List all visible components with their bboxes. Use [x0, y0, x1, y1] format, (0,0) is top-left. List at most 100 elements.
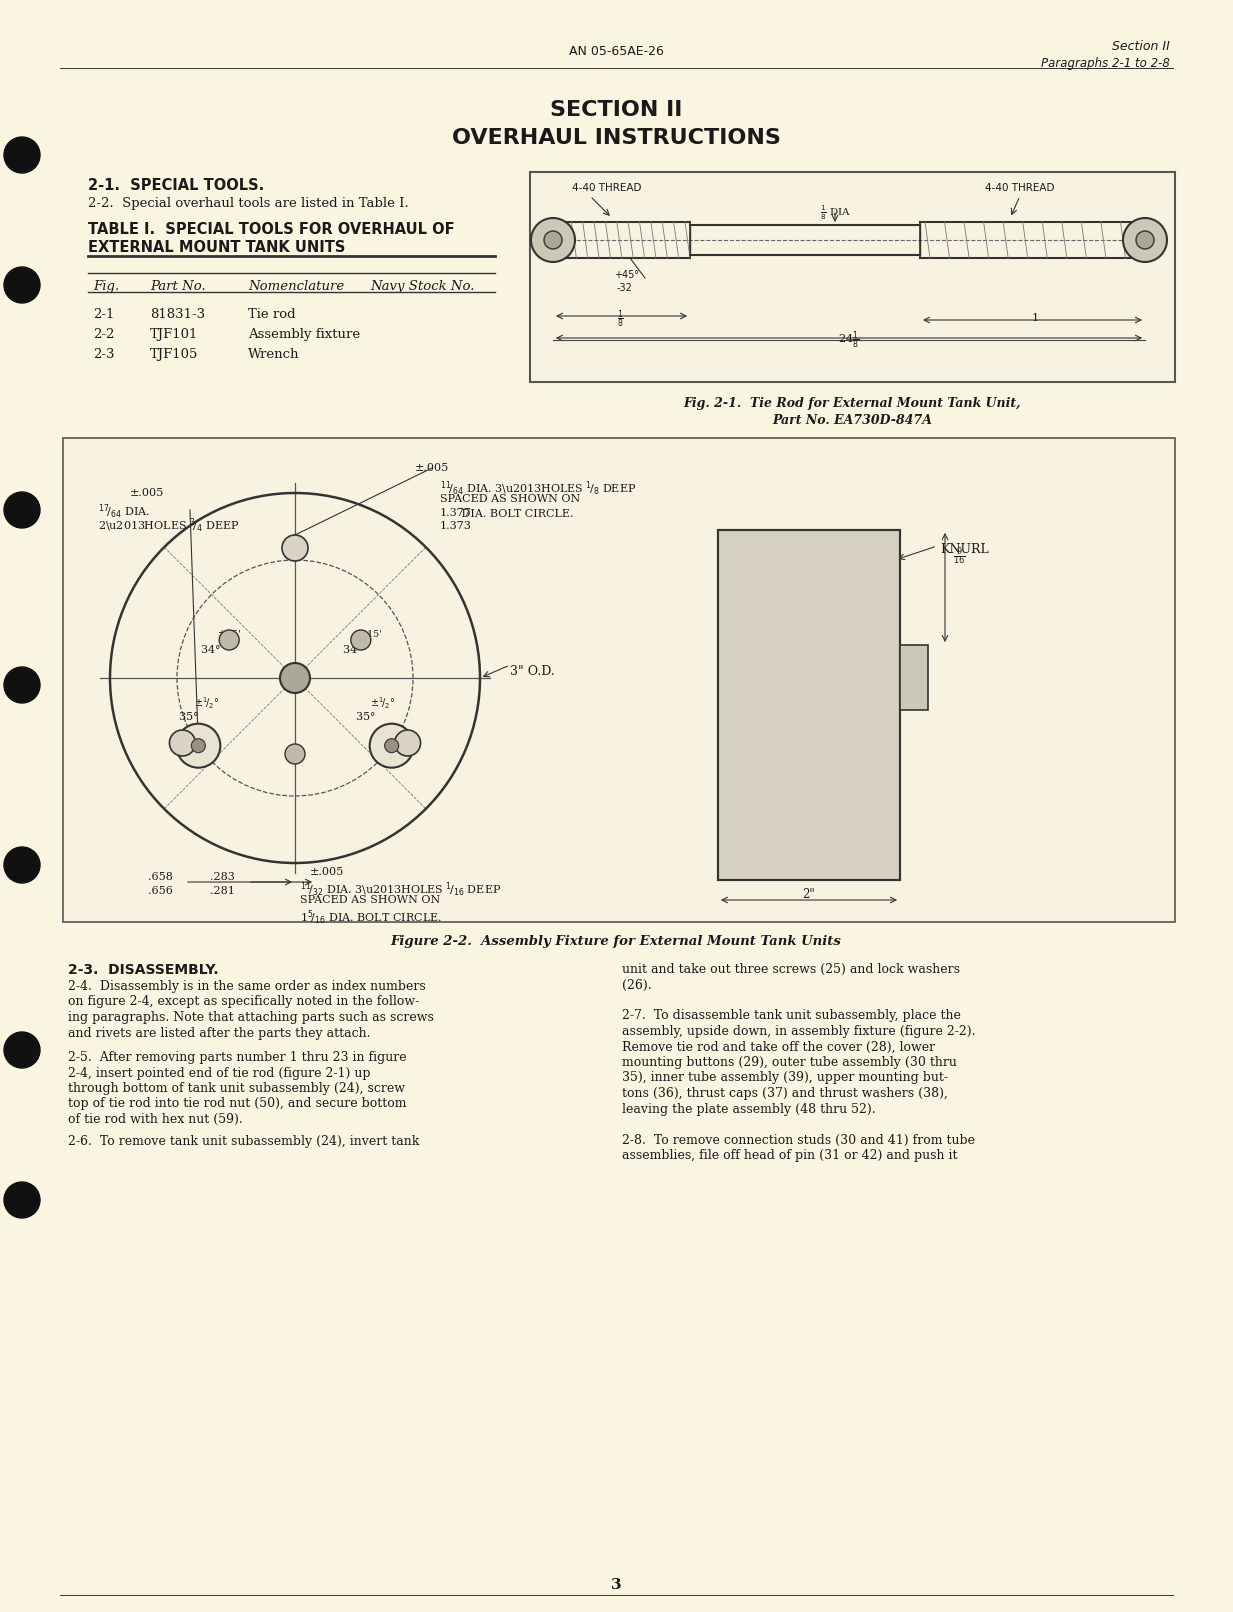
Circle shape [395, 730, 420, 756]
Text: top of tie rod into tie rod nut (50), and secure bottom: top of tie rod into tie rod nut (50), an… [68, 1098, 407, 1111]
Text: ±.005: ±.005 [309, 867, 344, 877]
Text: $^{11}\!/_{32}$ DIA. 3\u2013HOLES $^1\!/_{16}$ DEEP: $^{11}\!/_{32}$ DIA. 3\u2013HOLES $^1\!/… [300, 882, 502, 899]
Text: leaving the plate assembly (48 thru 52).: leaving the plate assembly (48 thru 52). [621, 1103, 875, 1116]
Text: 2-2.  Special overhaul tools are listed in Table I.: 2-2. Special overhaul tools are listed i… [88, 197, 409, 210]
Text: assembly, upside down, in assembly fixture (figure 2-2).: assembly, upside down, in assembly fixtu… [621, 1025, 975, 1038]
Text: mounting buttons (29), outer tube assembly (30 thru: mounting buttons (29), outer tube assemb… [621, 1056, 957, 1069]
Text: $\pm$$^1\!/_2°$: $\pm$$^1\!/_2°$ [370, 695, 396, 711]
Bar [530, 172, 1175, 382]
Circle shape [4, 268, 39, 303]
Text: SPACED AS SHOWN ON: SPACED AS SHOWN ON [440, 493, 581, 505]
Text: and rivets are listed after the parts they attach.: and rivets are listed after the parts th… [68, 1027, 370, 1040]
Text: (26).: (26). [621, 978, 651, 991]
Text: 34$°$: 34$°$ [200, 643, 221, 654]
Text: Wrench: Wrench [248, 348, 300, 361]
Text: KNURL: KNURL [940, 543, 989, 556]
Text: $\frac{9}{16}$: $\frac{9}{16}$ [953, 545, 965, 567]
Text: $^{17}\!/_{64}$ DIA.: $^{17}\!/_{64}$ DIA. [97, 503, 150, 521]
Text: Nomenclature: Nomenclature [248, 280, 344, 293]
Text: Tie rod: Tie rod [248, 308, 296, 321]
Text: 2-8.  To remove connection studs (30 and 41) from tube: 2-8. To remove connection studs (30 and … [621, 1133, 975, 1146]
Text: $\frac{1}{8}$: $\frac{1}{8}$ [616, 310, 624, 330]
Text: 2-4, insert pointed end of tie rod (figure 2-1) up: 2-4, insert pointed end of tie rod (figu… [68, 1067, 370, 1080]
Text: 1.373: 1.373 [440, 521, 472, 530]
Circle shape [4, 846, 39, 883]
Text: 2-3: 2-3 [92, 348, 115, 361]
Bar [63, 438, 1175, 922]
Text: through bottom of tank unit subassembly (24), screw: through bottom of tank unit subassembly … [68, 1082, 404, 1095]
Text: Remove tie rod and take off the cover (28), lower: Remove tie rod and take off the cover (2… [621, 1040, 935, 1054]
Text: 4-40 THREAD: 4-40 THREAD [572, 184, 641, 193]
Text: 2-4.  Disassembly is in the same order as index numbers: 2-4. Disassembly is in the same order as… [68, 980, 425, 993]
Text: SECTION II: SECTION II [550, 100, 682, 119]
Text: Fig.: Fig. [92, 280, 120, 293]
Circle shape [4, 667, 39, 703]
Circle shape [191, 738, 206, 753]
Text: 2-7.  To disassemble tank unit subassembly, place the: 2-7. To disassemble tank unit subassembl… [621, 1009, 961, 1022]
Text: TABLE I.  SPECIAL TOOLS FOR OVERHAUL OF: TABLE I. SPECIAL TOOLS FOR OVERHAUL OF [88, 222, 455, 237]
Text: 1: 1 [1032, 313, 1038, 322]
Text: 3" O.D.: 3" O.D. [510, 666, 555, 679]
Text: 2\u2013HOLES $^3\!/_4$ DEEP: 2\u2013HOLES $^3\!/_4$ DEEP [97, 517, 239, 535]
Text: tons (36), thrust caps (37) and thrust washers (38),: tons (36), thrust caps (37) and thrust w… [621, 1086, 948, 1099]
Text: 2-2: 2-2 [92, 327, 115, 342]
Text: 35$°$: 35$°$ [355, 709, 376, 722]
Text: .656: .656 [148, 887, 173, 896]
Text: assemblies, file off head of pin (31 or 42) and push it: assemblies, file off head of pin (31 or … [621, 1149, 958, 1162]
Text: ±.005: ±.005 [414, 463, 449, 472]
Text: 81831-3: 81831-3 [150, 308, 205, 321]
Circle shape [1136, 231, 1154, 248]
Circle shape [4, 492, 39, 529]
Text: 35), inner tube assembly (39), upper mounting but-: 35), inner tube assembly (39), upper mou… [621, 1072, 948, 1085]
Text: Section II: Section II [1112, 40, 1170, 53]
Text: of tie rod with hex nut (59).: of tie rod with hex nut (59). [68, 1112, 243, 1127]
Bar [718, 530, 900, 880]
Circle shape [531, 218, 575, 263]
Text: Paragraphs 2-1 to 2-8: Paragraphs 2-1 to 2-8 [1041, 56, 1170, 69]
Text: $\frac{1}{8}$ DIA: $\frac{1}{8}$ DIA [820, 205, 851, 222]
Text: 34$°$: 34$°$ [342, 643, 363, 654]
Text: EXTERNAL MOUNT TANK UNITS: EXTERNAL MOUNT TANK UNITS [88, 240, 345, 255]
Text: 35$°$: 35$°$ [178, 709, 199, 722]
Circle shape [351, 630, 371, 650]
Text: Figure 2-2.  Assembly Fixture for External Mount Tank Units: Figure 2-2. Assembly Fixture for Externa… [391, 935, 841, 948]
Circle shape [385, 738, 398, 753]
Text: TJF105: TJF105 [150, 348, 199, 361]
Text: SPACED AS SHOWN ON: SPACED AS SHOWN ON [300, 895, 440, 904]
Text: Part No. EA730D-847A: Part No. EA730D-847A [772, 414, 932, 427]
Text: TJF101: TJF101 [150, 327, 199, 342]
Text: $\pm$15': $\pm$15' [217, 629, 242, 638]
Text: 2-1: 2-1 [92, 308, 115, 321]
Text: Navy Stock No.: Navy Stock No. [370, 280, 475, 293]
Text: $^{11}\!/_{64}$ DIA. 3\u2013HOLES $^1\!/_8$ DEEP: $^{11}\!/_{64}$ DIA. 3\u2013HOLES $^1\!/… [440, 480, 636, 498]
Text: unit and take out three screws (25) and lock washers: unit and take out three screws (25) and … [621, 962, 961, 975]
Circle shape [280, 663, 309, 693]
Text: DIA. BOLT CIRCLE.: DIA. BOLT CIRCLE. [457, 509, 573, 519]
Circle shape [176, 724, 221, 767]
Text: .658: .658 [148, 872, 173, 882]
Text: 2-5.  After removing parts number 1 thru 23 in figure: 2-5. After removing parts number 1 thru … [68, 1051, 407, 1064]
Text: 4-40 THREAD: 4-40 THREAD [985, 184, 1054, 193]
Circle shape [1123, 218, 1166, 263]
Text: .281: .281 [210, 887, 234, 896]
Bar [718, 530, 900, 880]
Circle shape [4, 1182, 39, 1219]
Text: 24$\frac{1}{8}$: 24$\frac{1}{8}$ [838, 330, 859, 351]
Circle shape [4, 137, 39, 172]
Text: Part No.: Part No. [150, 280, 206, 293]
Circle shape [4, 1032, 39, 1069]
Text: 1$^5\!/_{16}$ DIA. BOLT CIRCLE.: 1$^5\!/_{16}$ DIA. BOLT CIRCLE. [300, 909, 443, 927]
Text: on figure 2-4, except as specifically noted in the follow-: on figure 2-4, except as specifically no… [68, 996, 419, 1009]
Text: Assembly fixture: Assembly fixture [248, 327, 360, 342]
Text: 1.377: 1.377 [440, 508, 472, 517]
Circle shape [544, 231, 562, 248]
Circle shape [282, 535, 308, 561]
Bar [900, 645, 928, 709]
Text: 2-1.  SPECIAL TOOLS.: 2-1. SPECIAL TOOLS. [88, 177, 264, 193]
Circle shape [370, 724, 413, 767]
Text: ±.005: ±.005 [129, 488, 164, 498]
Text: 2": 2" [803, 888, 815, 901]
Text: +45°: +45° [614, 269, 639, 280]
Text: $\pm$15': $\pm$15' [358, 629, 382, 638]
Circle shape [285, 745, 305, 764]
